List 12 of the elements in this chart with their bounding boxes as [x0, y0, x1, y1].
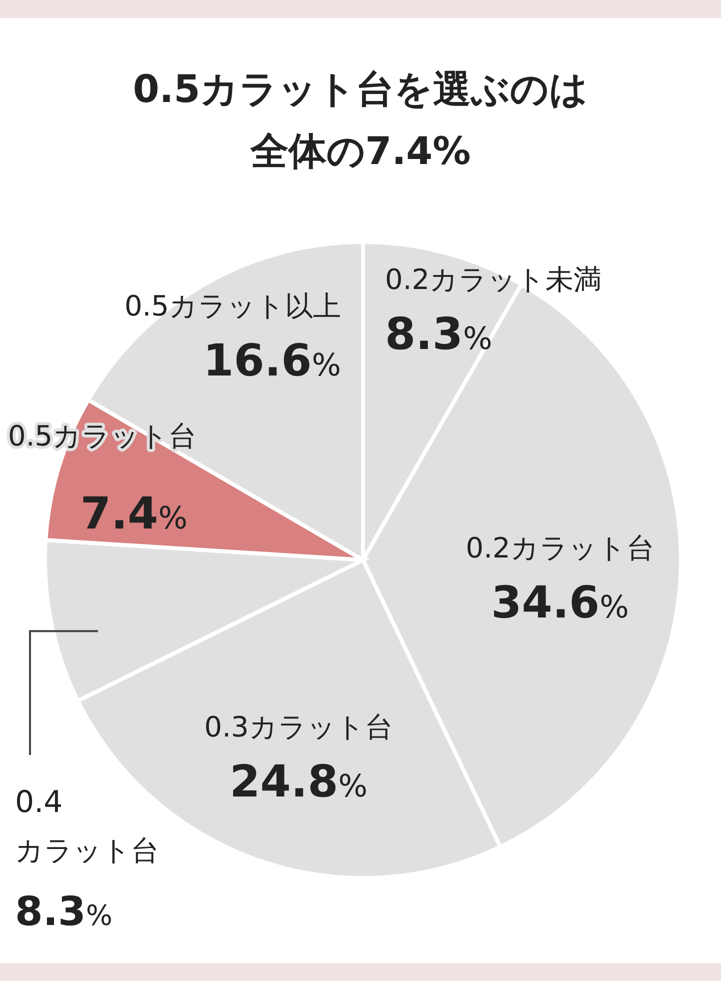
data-label: 7.4%: [80, 488, 188, 540]
chart-title: 0.5カラット台を選ぶのは全体の7.4%: [132, 67, 588, 173]
slice-label: 0.3カラット台: [204, 710, 393, 744]
data-label: 16.6%: [203, 336, 341, 387]
slice-label: 0.2カラット未満: [385, 262, 602, 296]
slice-label: 0.4カラット台: [15, 785, 159, 867]
data-label: 34.6%: [491, 577, 629, 628]
data-label: 24.8%: [230, 756, 368, 808]
slice-label: 0.5カラット以上: [124, 290, 341, 323]
data-label: 8.3%: [15, 889, 112, 935]
data-label: 8.3%: [385, 308, 492, 360]
slice-label: 0.2カラット台: [466, 531, 654, 564]
